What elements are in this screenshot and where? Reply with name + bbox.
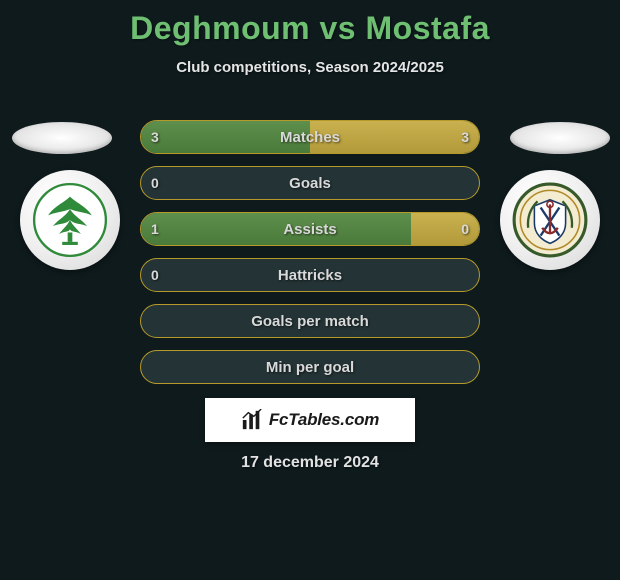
right-player-ellipse: [510, 122, 610, 154]
eagle-emblem-icon: [31, 181, 109, 259]
brand-text: FcTables.com: [269, 410, 379, 430]
stat-bar: 0Goals: [140, 166, 480, 200]
page-title: Deghmoum vs Mostafa: [0, 0, 620, 47]
stat-bar: 0Hattricks: [140, 258, 480, 292]
player1-name: Deghmoum: [130, 10, 310, 46]
subtitle: Club competitions, Season 2024/2025: [0, 59, 620, 76]
bar-label: Assists: [141, 213, 479, 245]
bar-label: Min per goal: [141, 351, 479, 383]
bar-label: Goals: [141, 167, 479, 199]
date-line: 17 december 2024: [0, 454, 620, 472]
stat-bar: 10Assists: [140, 212, 480, 246]
bar-label: Matches: [141, 121, 479, 153]
comparison-bars: 33Matches 0Goals 10Assists 0Hattricks Goals …: [140, 120, 480, 396]
stat-bar: 33Matches: [140, 120, 480, 154]
vs-separator: vs: [320, 10, 357, 46]
player2-name: Mostafa: [365, 10, 489, 46]
bar-chart-icon: [241, 409, 263, 431]
military-emblem-icon: [511, 181, 589, 259]
stat-bar: Min per goal: [140, 350, 480, 384]
right-club-badge: [500, 170, 600, 270]
comparison-infographic: Deghmoum vs Mostafa Club competitions, S…: [0, 0, 620, 580]
left-club-badge: [20, 170, 120, 270]
stat-bar: Goals per match: [140, 304, 480, 338]
brand-badge: FcTables.com: [205, 398, 415, 442]
bar-label: Hattricks: [141, 259, 479, 291]
bar-label: Goals per match: [141, 305, 479, 337]
left-player-ellipse: [12, 122, 112, 154]
